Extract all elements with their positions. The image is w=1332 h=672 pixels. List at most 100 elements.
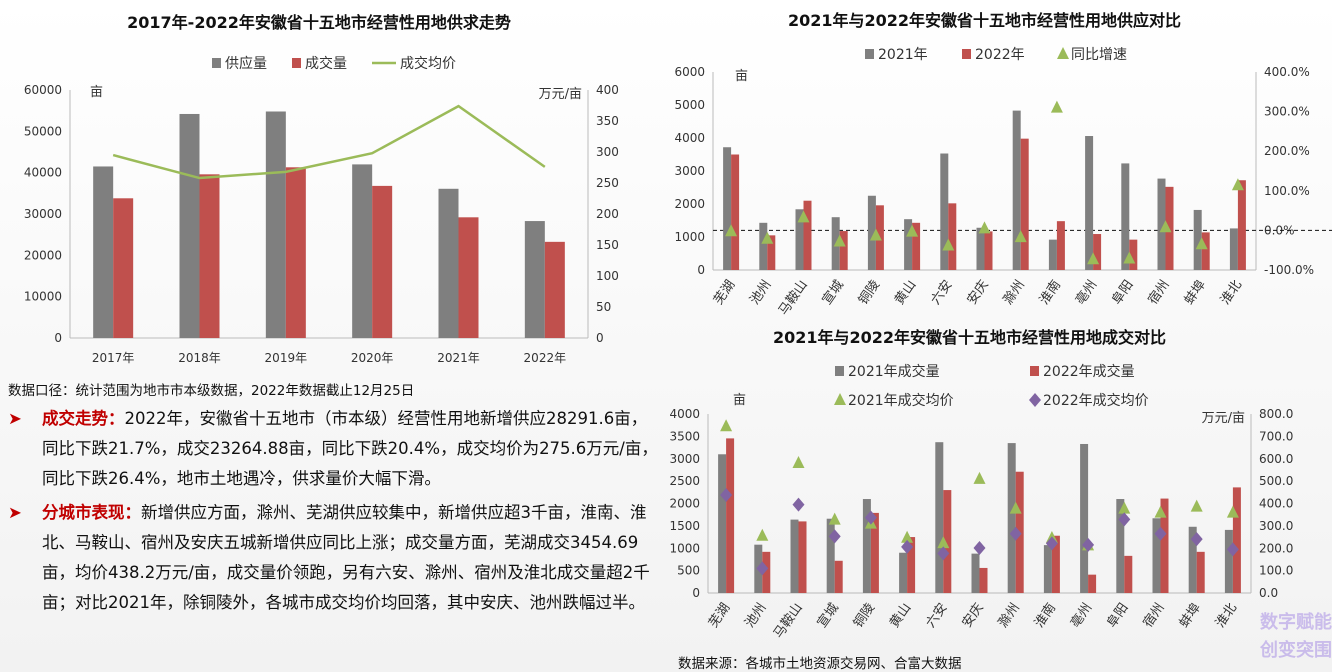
y-tick-label: 0 <box>54 331 62 345</box>
x-tick-label: 六安 <box>923 601 950 631</box>
marker-2021年成交均价 <box>756 528 769 541</box>
bar-2021年成交量 <box>971 553 980 593</box>
y2-tick-label: 250 <box>596 176 619 190</box>
marker-2021年成交均价 <box>1118 501 1131 514</box>
y-tick-label: 3000 <box>674 164 705 178</box>
bullet-city-body: 新增供应方面，滁州、芜湖供应较集中，新增供应超3千亩，淮南、淮北、马鞍山、宿州及… <box>42 503 650 612</box>
marker-2022年成交均价 <box>901 539 914 554</box>
y-tick-label: 60000 <box>24 83 62 97</box>
legend-label: 2021年成交均价 <box>848 392 954 409</box>
arrow-icon: ➤ <box>8 409 22 428</box>
x-tick-label: 阜阳 <box>1109 277 1137 307</box>
y2-tick-label: 0.0 <box>1259 586 1278 600</box>
marker-2022年成交均价 <box>756 561 769 576</box>
data-scope-note: 数据口径：统计范围为地市市本级数据，2022年数据截止12月25日 <box>8 383 415 399</box>
y2-tick-label: 300 <box>596 145 619 159</box>
marker-同比增速 <box>942 238 955 251</box>
bar-2021年成交量 <box>1007 443 1016 593</box>
y-tick-label: 50000 <box>24 124 62 138</box>
bar-2021年成交量 <box>790 519 799 593</box>
x-tick-label: 亳州 <box>1072 277 1100 307</box>
x-tick-label: 蚌埠 <box>1177 601 1204 631</box>
marker-2021年成交均价 <box>1154 505 1167 518</box>
bar-2021年成交量 <box>935 442 944 593</box>
y-tick-label: 1500 <box>669 519 700 533</box>
marker-2021年成交均价 <box>937 536 950 549</box>
y2-tick-label: 400 <box>596 83 619 97</box>
arrow-icon: ➤ <box>8 503 22 522</box>
bar-2021年 <box>1193 209 1202 270</box>
marker-同比增速 <box>833 234 846 247</box>
y2-tick-label: 100 <box>596 269 619 283</box>
bar-2022年成交量 <box>762 551 771 593</box>
x-tick-label: 2019年 <box>265 351 308 365</box>
y-axis-unit: 亩 <box>735 68 748 84</box>
bar-2021年 <box>723 147 732 270</box>
x-tick-label: 宣城 <box>814 600 842 630</box>
bar-2022年成交量 <box>1124 555 1133 593</box>
y-tick-label: 3500 <box>669 429 700 443</box>
x-tick-label: 马鞍山 <box>770 600 805 641</box>
bar-2021年 <box>1085 136 1094 270</box>
x-tick-label: 铜陵 <box>851 601 878 631</box>
bar-2021年 <box>759 222 768 270</box>
x-tick-label: 淮南 <box>1031 600 1059 630</box>
marker-2021年成交均价 <box>720 419 733 432</box>
analysis-text: 数据口径：统计范围为地市市本级数据，2022年数据截止12月25日 ➤ 成交走势：… <box>8 382 658 622</box>
bar-2021年 <box>1157 178 1166 270</box>
marker-2022年成交均价 <box>1082 537 1095 552</box>
marker-2022年成交均价 <box>792 497 805 512</box>
bar-2021年 <box>1012 110 1021 270</box>
y-tick-label: 30000 <box>24 207 62 221</box>
legend-label: 供应量 <box>225 55 267 72</box>
x-tick-label: 宿州 <box>1145 277 1173 307</box>
bar-2022年成交量 <box>943 490 952 593</box>
x-tick-label: 淮南 <box>1036 277 1064 307</box>
bar-成交量 <box>285 167 306 338</box>
bullet-city-title: 分城市表现： <box>42 503 141 522</box>
bar-2022年成交量 <box>870 512 879 593</box>
x-tick-label: 2022年 <box>524 351 567 365</box>
y2-tick-label: 700.0 <box>1259 429 1293 443</box>
x-tick-label: 芜湖 <box>706 601 733 631</box>
bar-2022年成交量 <box>726 438 735 593</box>
bar-2022年成交量 <box>1232 487 1241 593</box>
y-tick-label: 1000 <box>669 541 700 555</box>
marker-同比增速 <box>1087 252 1100 265</box>
x-tick-label: 黄山 <box>887 601 914 631</box>
bar-2021年 <box>1048 239 1057 270</box>
x-tick-label: 阜阳 <box>1104 600 1132 630</box>
bar-2021年 <box>1229 228 1238 270</box>
marker-同比增速 <box>761 231 774 244</box>
legend-swatch <box>212 58 221 68</box>
legend-swatch <box>834 393 846 405</box>
bar-2022年 <box>1237 180 1246 270</box>
marker-2022年成交均价 <box>1009 526 1022 541</box>
y-tick-label: 0 <box>697 263 705 277</box>
bar-2022年 <box>839 231 848 270</box>
y2-axis-unit: 万元/亩 <box>539 86 582 102</box>
legend-swatch <box>1030 366 1039 376</box>
x-tick-label: 淮北 <box>1218 278 1245 308</box>
bar-2022年 <box>1201 232 1210 270</box>
y2-tick-label: 100.0 <box>1259 564 1293 578</box>
x-tick-label: 池州 <box>747 278 774 308</box>
marker-同比增速 <box>797 210 810 223</box>
legend-swatch <box>292 58 301 68</box>
marker-2022年成交均价 <box>1045 536 1058 551</box>
bar-2021年成交量 <box>1188 526 1197 593</box>
bar-2021年 <box>940 153 949 270</box>
y2-tick-label: -100.0% <box>1264 263 1314 277</box>
x-tick-label: 六安 <box>928 278 955 308</box>
y2-tick-label: 200 <box>596 207 619 221</box>
x-tick-label: 蚌埠 <box>1182 278 1209 308</box>
bar-2022年 <box>948 203 957 270</box>
y-tick-label: 10000 <box>24 290 62 304</box>
bar-2022年 <box>803 200 812 270</box>
bar-2022年 <box>1129 239 1138 270</box>
bar-2021年 <box>867 195 876 270</box>
bar-2022年成交量 <box>907 537 916 593</box>
bullet-trend-body: 2022年，安徽省十五地市（市本级）经营性用地新增供应28291.6亩，同比下跌… <box>42 409 658 488</box>
legend-label: 2021年 <box>878 47 928 63</box>
